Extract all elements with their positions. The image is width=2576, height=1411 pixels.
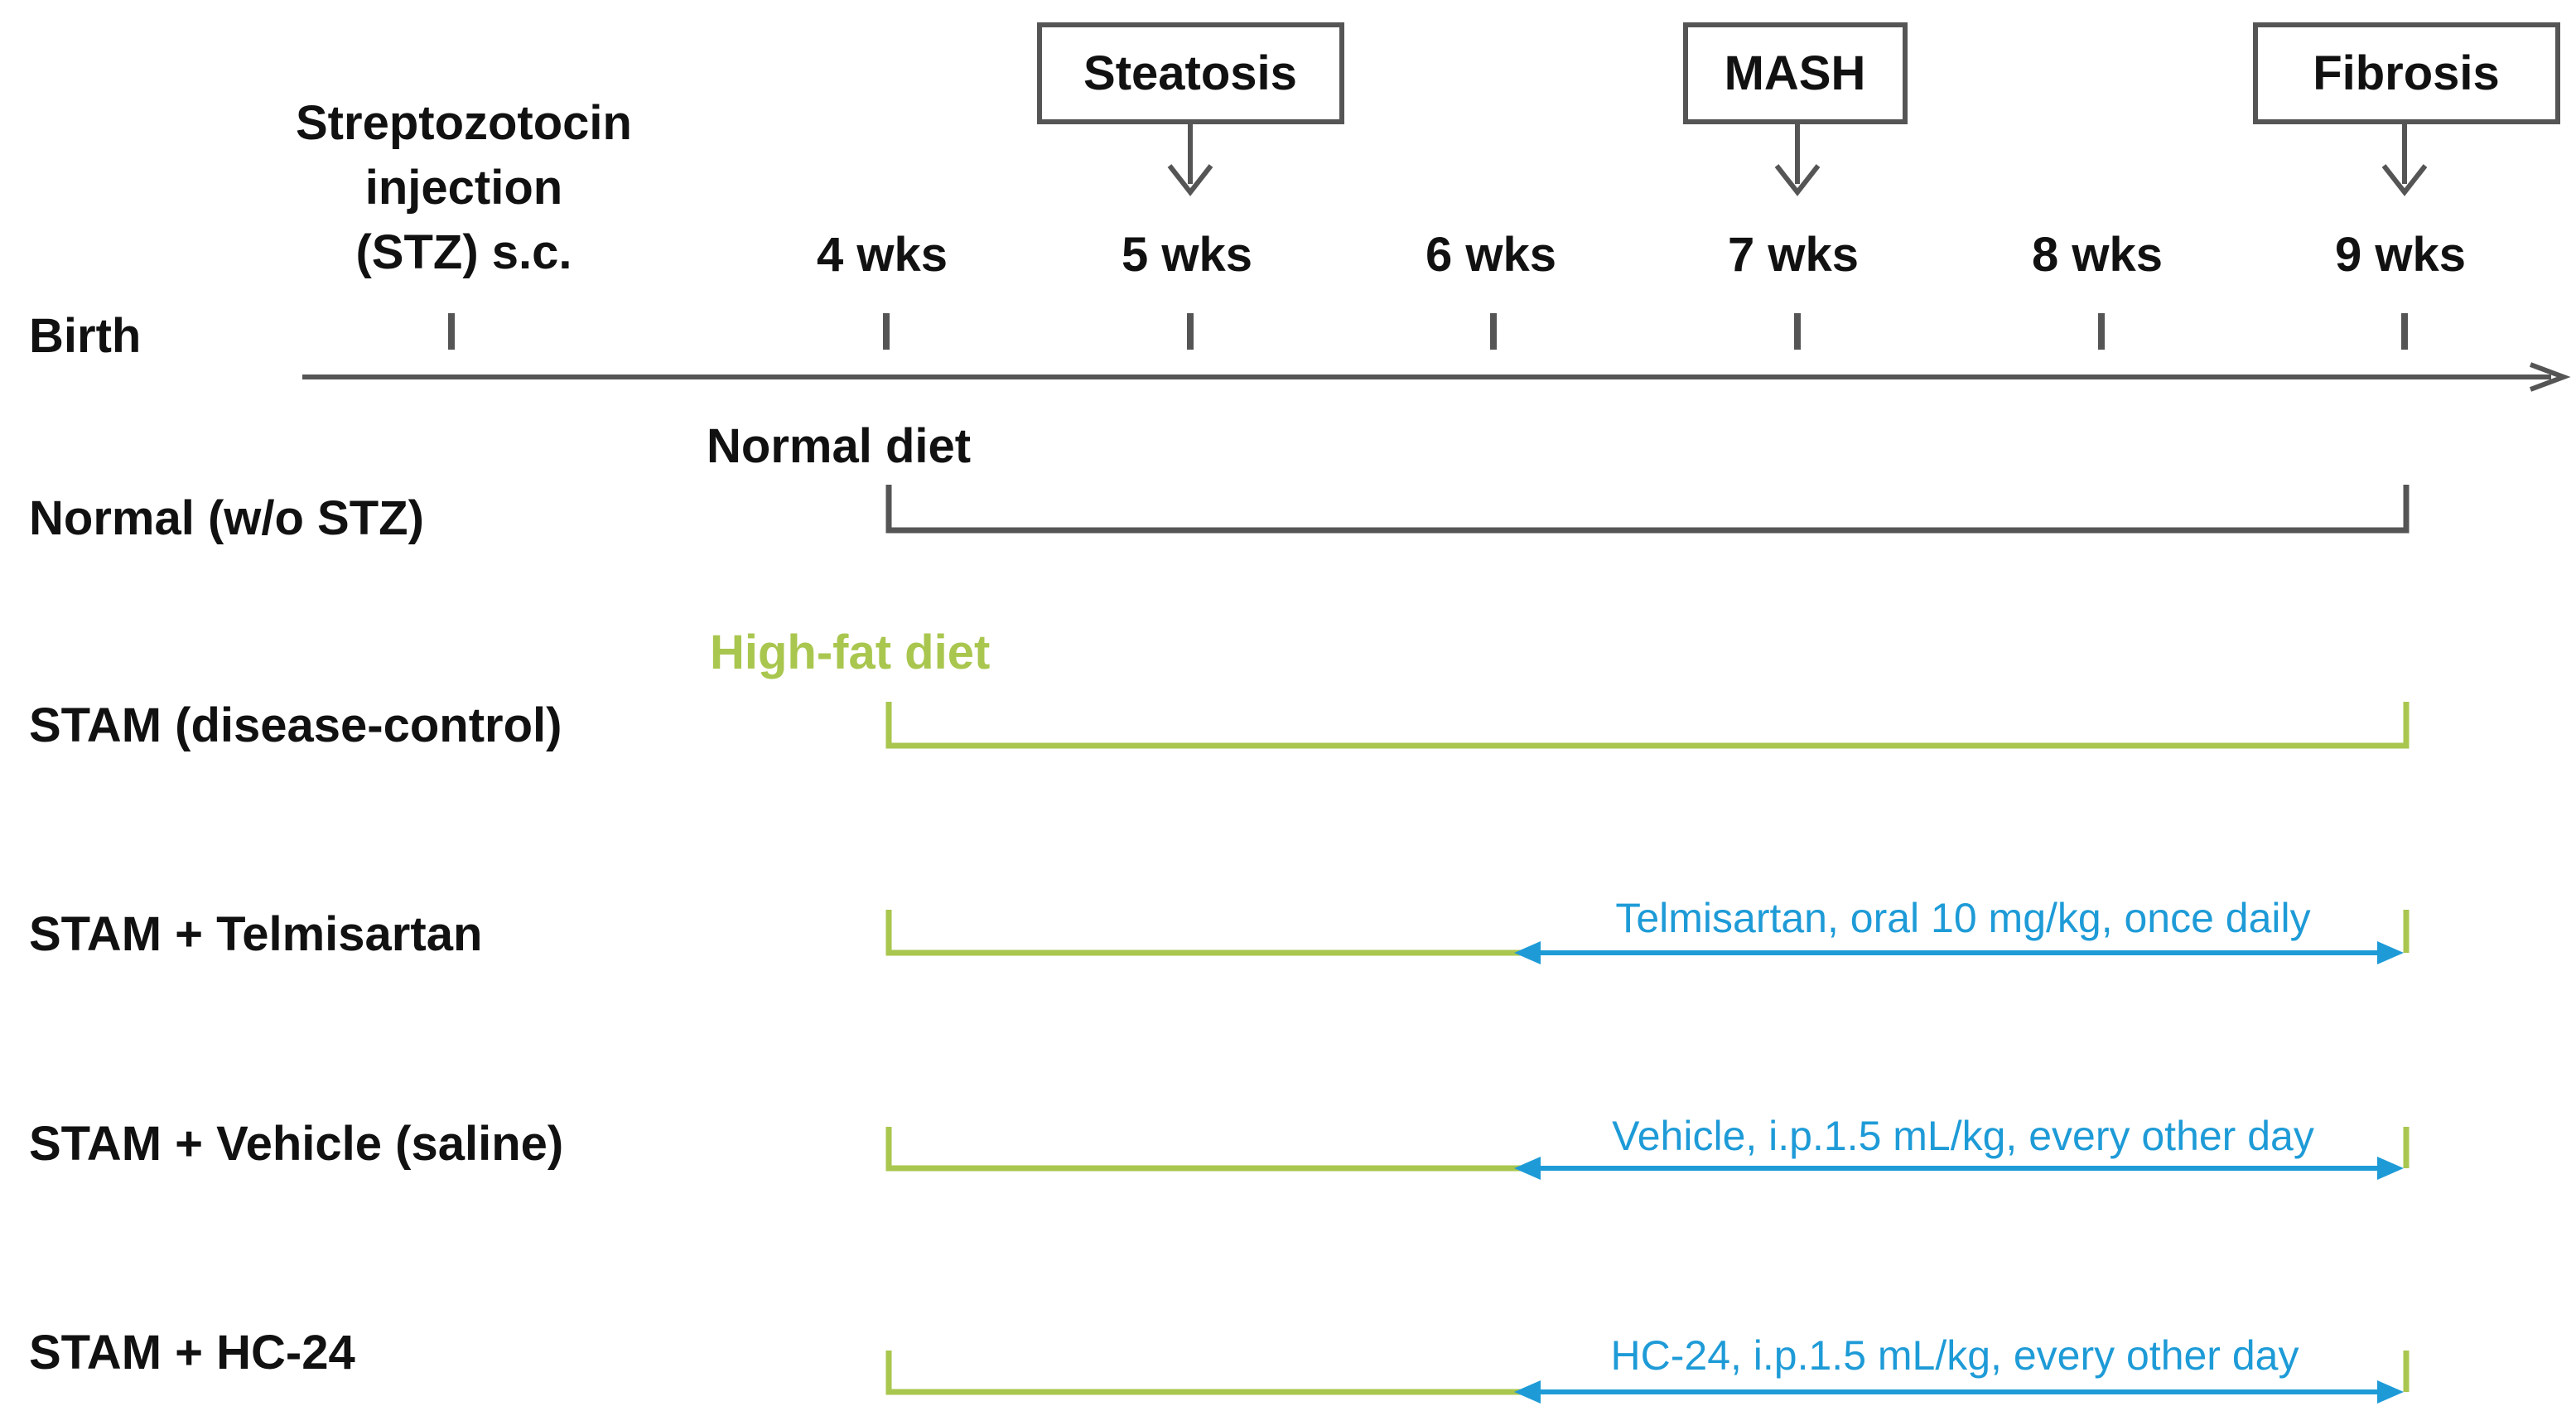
birth-label: Birth	[29, 309, 141, 363]
stage-mash: MASH	[1683, 22, 1908, 196]
stage-pointer-head	[2381, 164, 2428, 196]
group-stam-control: High-fat diet STAM (disease-control)	[29, 626, 2410, 752]
group-telmisartan: STAM + Telmisartan Telmisartan, oral 10 …	[29, 895, 2410, 964]
group-label: STAM + HC-24	[29, 1326, 355, 1380]
week-label-9: 9 wks	[2335, 228, 2466, 282]
group-label: STAM + Vehicle (saline)	[29, 1117, 563, 1171]
treatment-arrow-right	[2377, 941, 2404, 964]
stage-box	[2253, 22, 2560, 124]
high-fat-diet-bar	[885, 1351, 1524, 1395]
stage-label: Steatosis	[1083, 46, 1297, 100]
group-normal: Normal diet Normal (w/o STZ)	[29, 419, 2410, 545]
high-fat-diet-bar	[885, 1127, 1524, 1172]
treatment-label: HC-24, i.p.1.5 mL/kg, every other day	[1611, 1332, 2299, 1379]
high-fat-diet-bar	[885, 702, 2410, 749]
treatment-arrow-left	[1514, 1157, 1541, 1180]
treatment-arrow-left	[1514, 941, 1541, 964]
week-label-6: 6 wks	[1425, 228, 1556, 282]
stage-fibrosis: Fibrosis	[2253, 22, 2560, 196]
treatment-arrow-left	[1514, 1380, 1541, 1404]
treatment-arrow-right	[2377, 1380, 2404, 1404]
group-label: STAM + Telmisartan	[29, 907, 482, 961]
treatment-label: Vehicle, i.p.1.5 mL/kg, every other day	[1612, 1113, 2314, 1159]
stage-label: MASH	[1725, 46, 1866, 100]
high-fat-diet-label: High-fat diet	[710, 626, 990, 679]
group-label: STAM (disease-control)	[29, 698, 562, 752]
week-label-7: 7 wks	[1728, 228, 1859, 282]
normal-diet-bar	[885, 485, 2410, 534]
treatment-label: Telmisartan, oral 10 mg/kg, once daily	[1615, 895, 2310, 941]
stage-pointer-head	[1167, 164, 1213, 196]
stage-steatosis: Steatosis	[1037, 22, 1344, 196]
group-hc24: STAM + HC-24 HC-24, i.p.1.5 mL/kg, every…	[29, 1326, 2410, 1404]
stage-pointer-head	[1774, 164, 1821, 196]
stz-label-line-1: Streptozotocin	[296, 96, 632, 150]
stz-label-line-3: (STZ) s.c.	[355, 225, 572, 279]
time-axis-arrowhead	[2529, 362, 2571, 392]
group-vehicle: STAM + Vehicle (saline) Vehicle, i.p.1.5…	[29, 1113, 2410, 1180]
treatment-arrow-right	[2377, 1157, 2404, 1180]
stage-label: Fibrosis	[2313, 46, 2500, 100]
week-label-8: 8 wks	[2032, 228, 2163, 282]
group-label: Normal (w/o STZ)	[29, 491, 424, 545]
week-label-4: 4 wks	[817, 228, 948, 282]
stage-box	[1683, 22, 1908, 124]
timeline: Birth Streptozotocin injection (STZ) s.c…	[29, 96, 2571, 392]
normal-diet-label: Normal diet	[707, 419, 971, 473]
week-label-5: 5 wks	[1122, 228, 1252, 282]
stz-label-line-2: injection	[365, 161, 562, 215]
high-fat-diet-bar	[885, 910, 1524, 956]
stage-box	[1037, 22, 1344, 124]
